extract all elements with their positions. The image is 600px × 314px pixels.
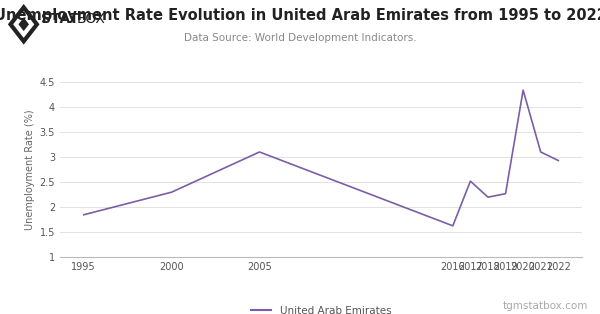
- Polygon shape: [13, 11, 34, 38]
- Text: Data Source: World Development Indicators.: Data Source: World Development Indicator…: [184, 33, 416, 43]
- Legend: United Arab Emirates: United Arab Emirates: [247, 301, 395, 314]
- Polygon shape: [19, 18, 29, 31]
- Text: STAT: STAT: [41, 12, 79, 26]
- Text: BOX: BOX: [76, 12, 105, 26]
- Text: tgmstatbox.com: tgmstatbox.com: [503, 301, 588, 311]
- Y-axis label: Unemployment Rate (%): Unemployment Rate (%): [25, 109, 35, 230]
- Text: Unemployment Rate Evolution in United Arab Emirates from 1995 to 2022: Unemployment Rate Evolution in United Ar…: [0, 8, 600, 23]
- Polygon shape: [8, 4, 40, 45]
